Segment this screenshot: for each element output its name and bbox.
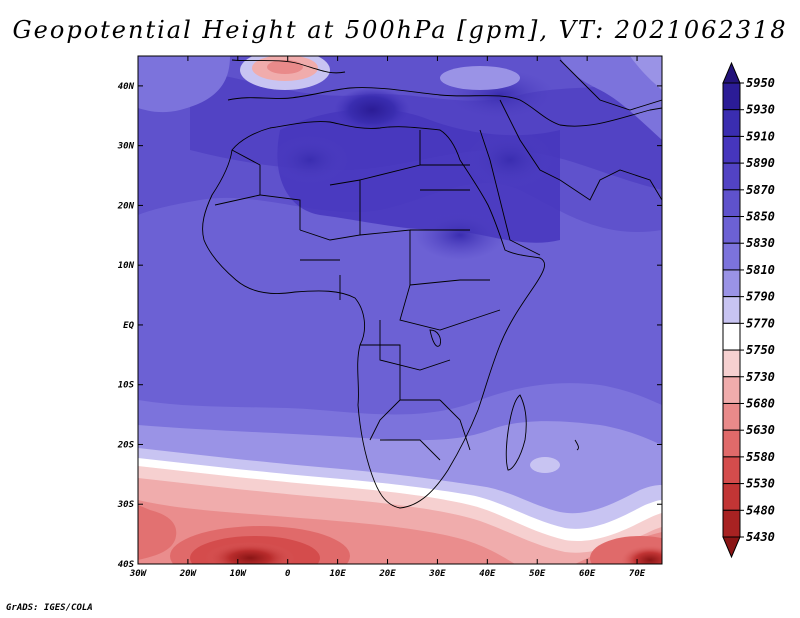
- colorbar-label: 5850: [746, 210, 775, 224]
- colorbar-cell: [722, 349, 741, 378]
- lon-label: 20W: [179, 569, 198, 579]
- colorbar-cell: [722, 509, 741, 538]
- colorbar-label: 5480: [746, 503, 775, 517]
- colorbar-cell: [722, 189, 741, 218]
- colorbar-label: 5890: [746, 156, 775, 170]
- colorbar-label: 5580: [746, 450, 775, 464]
- colorbar-cell: [722, 135, 741, 164]
- colorbar-label: 5870: [746, 183, 775, 197]
- colorbar-cell: [722, 82, 741, 111]
- colorbar-cell: [722, 216, 741, 244]
- grads-credit: GrADS: IGES/COLA: [6, 603, 93, 613]
- lon-label: 30W: [129, 569, 148, 579]
- lat-axis: 40N 30N 20N 10N EQ 10S 20S 30S 40S: [117, 82, 662, 570]
- map-title: Geopotential Height at 500hPa [gpm], VT:…: [12, 16, 788, 44]
- lon-label: 50E: [529, 569, 546, 579]
- colorbar-cell: [722, 456, 741, 485]
- colorbar-label: 5750: [746, 343, 775, 357]
- colorbar-label: 5810: [746, 263, 775, 277]
- colorbar-cell: [722, 109, 741, 137]
- lat-label: 20N: [117, 201, 135, 211]
- colorbar-label: 5730: [746, 370, 775, 384]
- colorbar-cell: [722, 296, 741, 324]
- lat-label: EQ: [123, 321, 134, 331]
- lat-label: 10N: [118, 261, 135, 271]
- lon-label: 20E: [378, 569, 396, 579]
- plot-frame: [137, 55, 663, 565]
- colorbar-cell: [722, 322, 741, 351]
- lat-label: 30N: [117, 142, 135, 152]
- coastlines: [202, 59, 662, 509]
- colorbar-label: 5830: [746, 236, 775, 250]
- lon-label: 30E: [428, 569, 446, 579]
- lat-label: 10S: [118, 381, 135, 391]
- lon-label: 70E: [629, 569, 646, 579]
- colorbar-label: 5680: [746, 396, 775, 410]
- lon-axis: 30W 20W 10W 0 10E 20E 30E 40E 50E 60E 70E: [129, 56, 646, 579]
- colorbar-cell: [722, 242, 741, 271]
- lon-label: 10W: [230, 569, 248, 579]
- colorbar-label: 5910: [746, 129, 775, 143]
- colorbar-label: 5950: [746, 76, 775, 90]
- colorbar-label: 5790: [746, 290, 775, 304]
- colorbar-label: 5630: [746, 423, 775, 437]
- colorbar-cell: [722, 483, 741, 511]
- colorbar-label: 5930: [746, 103, 775, 117]
- colorbar-top-arrow: [722, 61, 741, 84]
- colorbar-cell: [722, 269, 741, 298]
- lat-label: 30S: [117, 500, 135, 510]
- lat-label: 40S: [118, 560, 135, 570]
- colorbar-label: 5530: [746, 477, 775, 491]
- lon-label: 40E: [479, 569, 496, 579]
- lon-label: 0: [285, 569, 291, 579]
- lon-label: 60E: [579, 569, 596, 579]
- colorbar-label: 5770: [746, 316, 775, 330]
- lon-label: 10E: [329, 569, 346, 579]
- colorbar-cell: [722, 376, 741, 404]
- lat-label: 40N: [118, 82, 135, 92]
- colorbar: 5950 5930 5910 5890 5870 5850 5830 5810 5790 5770…: [722, 61, 775, 559]
- lat-label: 20S: [117, 440, 135, 450]
- colorbar-cell: [722, 162, 741, 191]
- height-field: [138, 56, 662, 564]
- colorbar-cell: [722, 402, 741, 431]
- colorbar-cell: [722, 429, 741, 458]
- colorbar-label: 5430: [746, 530, 775, 544]
- colorbar-bottom-arrow: [722, 536, 741, 559]
